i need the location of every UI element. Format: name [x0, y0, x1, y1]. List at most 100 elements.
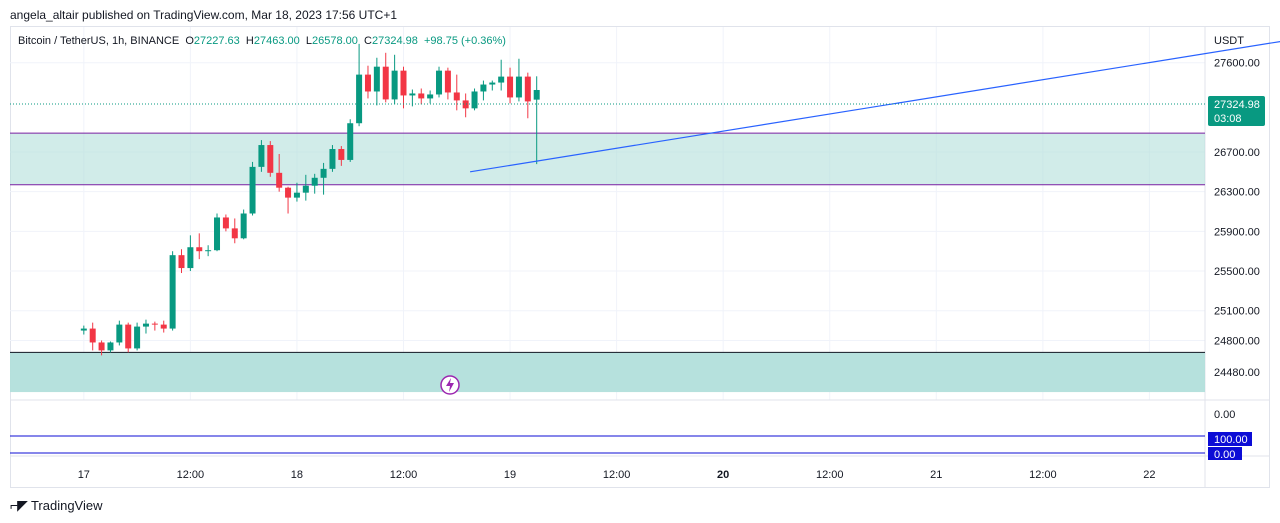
candle-body [258, 145, 265, 167]
legend-symbol: Bitcoin / TetherUS, 1h, BINANCE [18, 35, 180, 47]
supply-zone [10, 133, 1205, 185]
candle-body [347, 123, 354, 160]
time-axis: 17 12:00 18 12:00 19 12:00 20 12:00 21 12:00 22 [78, 469, 1156, 481]
price-tick-label: 24480.00 [1214, 367, 1260, 379]
legend[interactable]: Bitcoin / TetherUS, 1h, BINANCE O27227.6… [18, 35, 506, 47]
indicator-scale-label: 0.00 [1214, 409, 1235, 421]
time-tick-label: 19 [504, 469, 516, 481]
last-price-value: 27324.98 [1214, 99, 1260, 111]
candle-body [400, 70, 407, 96]
candle-body [205, 250, 212, 252]
candle-body [489, 82, 496, 85]
currency-label: USDT [1214, 35, 1244, 47]
candle-body [471, 91, 478, 109]
candle-body [187, 247, 194, 269]
candle-body [338, 149, 345, 160]
price-tick-label: 25500.00 [1214, 266, 1260, 278]
legend-o-label: O [185, 35, 194, 47]
candle-body [507, 76, 514, 98]
time-tick-label: 12:00 [1029, 469, 1057, 481]
candle-body [391, 70, 398, 100]
countdown: 03:08 [1214, 113, 1242, 125]
candle-body [249, 166, 256, 214]
candle-body [462, 100, 469, 109]
candle-body [267, 145, 274, 173]
legend-c-label: C [364, 35, 372, 47]
candle-body [151, 323, 158, 325]
candle-body [480, 84, 487, 92]
candle-body [142, 323, 149, 327]
candle-body [231, 228, 238, 239]
legend-low: 26578.00 [312, 35, 358, 47]
legend-h-label: H [245, 35, 254, 47]
candle-body [285, 187, 292, 198]
price-tick-label: 27600.00 [1214, 58, 1260, 70]
candle-body [436, 70, 443, 95]
time-tick-label: 17 [78, 469, 90, 481]
candle-body [356, 74, 363, 124]
candle-body [214, 217, 221, 251]
price-tick-label: 26700.00 [1214, 147, 1260, 159]
candles [80, 43, 540, 356]
lightning-icon [446, 378, 454, 392]
candle-body [453, 92, 460, 101]
price-tick-label: 25100.00 [1214, 306, 1260, 318]
candle-body [178, 255, 185, 269]
candle-body [498, 76, 505, 83]
candle-body [293, 192, 300, 198]
candle-body [80, 328, 87, 331]
footer-brand: TradingView [30, 498, 103, 513]
legend-close: 27324.98 [371, 35, 418, 47]
indicator-high-value: 100.00 [1214, 434, 1248, 446]
candle-body [169, 255, 176, 329]
indicator-pane: 0.00 100.00 0.00 [10, 409, 1252, 461]
last-price-tag [1208, 96, 1265, 126]
candle-body [444, 70, 451, 93]
candle-body [311, 177, 318, 186]
trendline [470, 40, 1280, 173]
time-tick-label: 22 [1143, 469, 1155, 481]
indicator-low-tag [1208, 447, 1242, 460]
publisher-caption: angela_altair published on TradingView.c… [10, 8, 398, 22]
candle-body [160, 324, 167, 329]
time-tick-label: 12:00 [816, 469, 844, 481]
candle-body [107, 342, 114, 351]
indicator-low-value: 0.00 [1214, 449, 1235, 461]
candle-body [276, 172, 283, 188]
time-tick-label: 18 [291, 469, 303, 481]
candle-body [134, 326, 141, 349]
price-tick-label: 26300.00 [1214, 187, 1260, 199]
legend-high: 27463.00 [253, 35, 300, 47]
candle-body [196, 247, 203, 252]
price-tick-label: 25900.00 [1214, 226, 1260, 238]
indicator-high-tag [1208, 432, 1252, 446]
candle-body [240, 213, 247, 239]
zones [10, 132, 1205, 393]
legend-open: 27227.63 [193, 35, 240, 47]
footer[interactable]: ⌐◤ TradingView [10, 497, 103, 514]
time-tick-label: 20 [717, 469, 729, 481]
candle-body [533, 89, 540, 100]
legend-change: +98.75 (+0.36%) [423, 35, 506, 47]
candle-body [524, 76, 531, 102]
candle-body [373, 66, 380, 92]
time-tick-label: 12:00 [390, 469, 418, 481]
tradingview-logo-icon: ⌐◤ [10, 497, 28, 513]
candle-body [222, 217, 229, 229]
time-tick-label: 12:00 [603, 469, 631, 481]
time-tick-label: 21 [930, 469, 942, 481]
candle-body [427, 94, 434, 99]
candle-body [409, 93, 416, 96]
legend-l-label: L [305, 35, 312, 47]
candle-body [89, 328, 96, 343]
candle-body [418, 93, 425, 99]
candle-body [320, 168, 327, 178]
price-axis: 27600.00 26700.00 26300.00 25900.00 25500.00… [1214, 58, 1260, 380]
demand-zone [10, 352, 1205, 393]
price-tick-label: 24800.00 [1214, 335, 1260, 347]
candle-body [125, 324, 132, 349]
chart-frame[interactable] [10, 26, 1270, 488]
candle-body [382, 66, 389, 100]
trendline [470, 40, 1280, 173]
